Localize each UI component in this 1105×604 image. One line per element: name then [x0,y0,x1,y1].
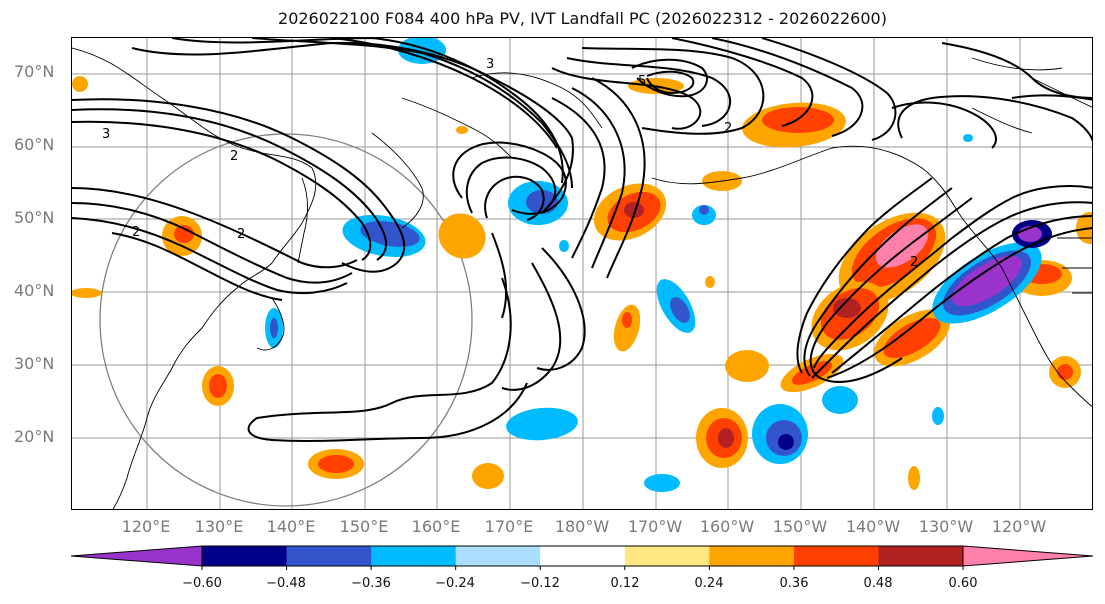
lon-label: 120°E [121,517,171,536]
lat-label-60n: 60°N [14,135,55,154]
colorbar-tick-label: −0.24 [435,576,475,591]
lon-label: 160°W [699,517,755,536]
lon-label: 150°W [772,517,828,536]
colorbar-extend-min [71,546,202,566]
colorbar-tick-label: 0.12 [610,576,640,591]
lon-label: 160°E [411,517,461,536]
ivt-contours [72,38,1092,442]
lon-label: 140°E [266,517,316,536]
lon-label: 170°E [484,517,534,536]
colorbar-tick-label: −0.36 [351,576,391,591]
pv-negative-shading [265,38,1052,492]
colorbar-tick-label: −0.12 [520,576,560,591]
lon-label: 120°W [991,517,1047,536]
colorbar-tick-label: −0.60 [182,576,222,591]
lat-label-30n: 30°N [14,354,55,373]
lon-label: 150°E [339,517,389,536]
colorbar-tick-label: 0.36 [779,576,809,591]
lon-label: 130°E [194,517,244,536]
colorbar-tick-label: 0.48 [863,576,893,591]
contour-label: 5 [638,74,646,89]
colorbar-segment [286,546,372,566]
colorbar-segment [624,546,710,566]
colorbar-tick-label: 0.60 [948,576,978,591]
map-panel: 3 2 5 2 2 3 2 2 [71,37,1093,510]
lat-label-40n: 40°N [14,281,55,300]
contour-label: 2 [237,227,245,242]
colorbar-segment [202,546,288,566]
colorbar-tick-label: −0.48 [266,576,306,591]
colorbar-segment [878,546,964,566]
map-title: 2026022100 F084 400 hPa PV, IVT Landfall… [278,9,887,28]
contour-label: 2 [724,121,732,136]
range-ring [99,133,473,507]
contour-label: 2 [910,255,918,270]
colorbar-segment [709,546,795,566]
lon-label: 180°W [554,517,610,536]
colorbar-segment [371,546,457,566]
contour-label: 3 [102,127,110,142]
lon-label: 140°W [845,517,901,536]
colorbar-tick-label: 0.24 [694,576,724,591]
lon-label: 130°W [918,517,974,536]
contour-label: 3 [486,57,494,72]
colorbar-extend-max [963,546,1093,566]
lon-label: 170°W [627,517,683,536]
lat-label-70n: 70°N [14,62,55,81]
colorbar-segment [540,546,626,566]
lat-label-50n: 50°N [14,208,55,227]
colorbar-segment [793,546,880,566]
gridlines [72,38,1092,509]
lat-label-20n: 20°N [14,427,55,446]
map-plot: 3 2 5 2 2 3 2 2 [72,38,1092,509]
colorbar-segment [455,546,541,566]
contour-label: 2 [230,149,238,164]
contour-labels: 3 2 5 2 2 3 2 2 [102,57,918,270]
contour-label: 2 [132,225,140,240]
coastlines [72,47,1092,509]
